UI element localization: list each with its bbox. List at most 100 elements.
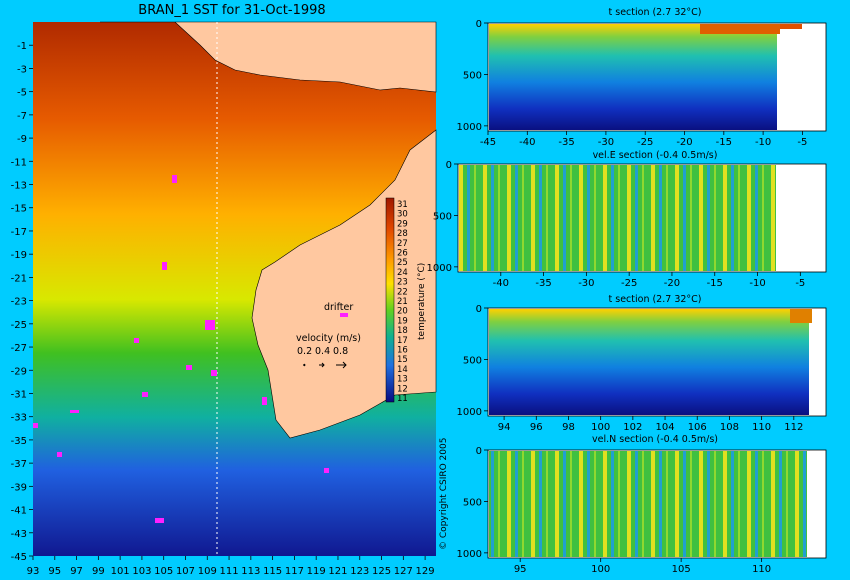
y-tick-label: -25 xyxy=(11,320,27,331)
colorbar-tick-label: 28 xyxy=(397,229,408,239)
surface-warm-patch xyxy=(790,309,812,323)
vel-e-section xyxy=(457,163,827,273)
drifter-marker xyxy=(33,423,38,428)
x-tick-label: 107 xyxy=(176,566,195,577)
x-tick-label: 119 xyxy=(307,566,326,577)
drifter-marker xyxy=(57,452,62,457)
colorbar-tick-label: 14 xyxy=(397,365,408,375)
y-tick-label: 0 xyxy=(476,304,482,315)
drifter-marker xyxy=(142,392,148,397)
x-tick-label: 97 xyxy=(70,566,83,577)
y-tick-label: -3 xyxy=(17,64,27,75)
x-tick-label: 112 xyxy=(784,422,803,433)
y-tick-label: -37 xyxy=(11,459,27,470)
x-tick-label: 95 xyxy=(514,564,527,575)
x-tick-label: -15 xyxy=(716,137,732,148)
y-tick-label: 500 xyxy=(463,70,482,81)
y-tick-label: 500 xyxy=(433,211,452,222)
x-tick-label: -20 xyxy=(676,137,692,148)
panel-y-ticks: 0 500 1000 xyxy=(457,304,488,418)
y-tick-label: -17 xyxy=(11,227,27,238)
x-tick-label: 103 xyxy=(132,566,151,577)
x-tick-label: 105 xyxy=(672,564,691,575)
panel-title: t section (2.7 32°C) xyxy=(609,7,702,18)
colorbar-tick-label: 11 xyxy=(397,394,408,404)
x-tick-label: 105 xyxy=(154,566,173,577)
colorbar-tick-label: 16 xyxy=(397,346,408,356)
drifter-marker xyxy=(262,397,267,405)
x-tick-label: 115 xyxy=(263,566,282,577)
copyright: © Copyright CSIRO 2005 xyxy=(439,438,449,550)
panel-x-ticks: -45 -40 -35 -30 -25 -20 -15 -10 -5 xyxy=(480,131,807,148)
y-tick-label: 1000 xyxy=(457,549,482,560)
velocity-legend-value: 0.4 xyxy=(315,346,330,357)
velocity-legend-value: 0.8 xyxy=(333,346,348,357)
x-tick-label: 108 xyxy=(720,422,739,433)
x-tick-label: -35 xyxy=(535,278,551,289)
drifter-legend-label: drifter xyxy=(324,302,353,313)
drifter-marker xyxy=(205,320,215,330)
x-tick-label: -15 xyxy=(707,278,723,289)
colorbar-tick-label: 30 xyxy=(397,210,408,220)
drifter-marker xyxy=(324,468,329,473)
x-tick-label: 110 xyxy=(752,422,771,433)
y-tick-label: -35 xyxy=(11,436,27,447)
colorbar-label: temperature (°C) xyxy=(417,263,427,340)
velocity-legend-value: 0.2 xyxy=(297,346,312,357)
surface-warm-band xyxy=(700,24,780,34)
panel-x-ticks: -40 -35 -30 -25 -20 -15 -10 -5 xyxy=(493,272,805,289)
y-tick-label: 500 xyxy=(463,497,482,508)
x-tick-label: -40 xyxy=(493,278,509,289)
t-section-lat xyxy=(487,22,827,132)
velocity-legend-arrows xyxy=(303,361,347,369)
x-tick-label: -40 xyxy=(519,137,535,148)
colorbar-tick-label: 24 xyxy=(397,268,408,278)
y-tick-label: -13 xyxy=(11,181,27,192)
y-tick-label: -39 xyxy=(11,482,27,493)
sst-map: 3130292827262524232221201918171615141312… xyxy=(33,21,437,556)
x-tick-label: 127 xyxy=(394,566,413,577)
section-field xyxy=(489,451,807,557)
panel-title: vel.E section (-0.4 0.5m/s) xyxy=(593,150,718,161)
x-tick-label: -10 xyxy=(749,278,765,289)
x-tick-label: 100 xyxy=(591,564,610,575)
y-tick-label: 0 xyxy=(476,19,482,30)
y-tick-label: 0 xyxy=(446,160,452,171)
y-tick-label: 500 xyxy=(463,355,482,366)
x-tick-label: 94 xyxy=(498,422,511,433)
velocity-legend-title: velocity (m/s) xyxy=(296,333,361,344)
y-tick-label: 0 xyxy=(476,446,482,457)
drifter-marker xyxy=(162,262,167,270)
panel-x-ticks: 94 96 98 100 102 104 106 108 110 112 xyxy=(498,416,803,433)
panel-title: t section (2.7 32°C) xyxy=(609,294,702,305)
x-tick-label: -45 xyxy=(480,137,496,148)
x-tick-label: 129 xyxy=(416,566,435,577)
section-field xyxy=(489,309,809,415)
x-tick-label: 96 xyxy=(530,422,543,433)
colorbar-tick-label: 26 xyxy=(397,249,408,259)
panel-y-ticks: 0 500 1000 xyxy=(427,160,458,274)
x-tick-label: 104 xyxy=(656,422,675,433)
y-tick-label: 1000 xyxy=(457,407,482,418)
map-y-ticks: -1 -3 -5 -7 -9 -11 -13 -15 -17 -19 -21 -23 -25 -27 -29… xyxy=(11,41,33,563)
panel-y-ticks: 0 500 1000 xyxy=(457,19,488,133)
y-tick-label: -11 xyxy=(11,157,27,168)
y-tick-label: -43 xyxy=(11,529,27,540)
x-tick-label: -25 xyxy=(621,278,637,289)
x-tick-label: -20 xyxy=(664,278,680,289)
section-field xyxy=(459,165,776,271)
x-tick-label: -5 xyxy=(795,278,805,289)
y-tick-label: -1 xyxy=(17,41,27,52)
x-tick-label: -30 xyxy=(578,278,594,289)
x-tick-label: 100 xyxy=(591,422,610,433)
surface-warm-patch xyxy=(780,24,802,29)
drifter-marker xyxy=(70,410,79,413)
y-tick-label: -5 xyxy=(17,88,27,99)
colorbar xyxy=(385,197,395,403)
colorbar-tick-label: 25 xyxy=(397,258,408,268)
y-tick-label: -19 xyxy=(11,250,27,261)
colorbar-tick-label: 19 xyxy=(397,316,408,326)
colorbar-tick-label: 13 xyxy=(397,375,408,385)
drifter-marker xyxy=(134,338,139,343)
y-tick-label: -41 xyxy=(11,506,27,517)
